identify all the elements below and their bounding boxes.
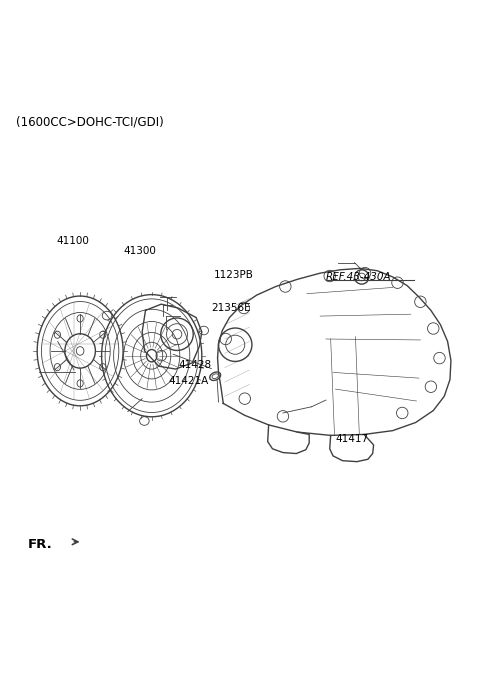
Text: 1123PB: 1123PB [214,270,253,280]
Text: 41421A: 41421A [168,376,209,386]
Text: 41417: 41417 [336,435,369,445]
Text: REF.43-430A: REF.43-430A [326,272,392,282]
Text: FR.: FR. [28,538,52,551]
Text: 41428: 41428 [178,361,211,370]
Text: (1600CC>DOHC-TCI/GDI): (1600CC>DOHC-TCI/GDI) [16,116,164,129]
Text: 21356E: 21356E [211,303,251,313]
Text: 41100: 41100 [56,237,89,246]
Text: 41300: 41300 [123,246,156,256]
